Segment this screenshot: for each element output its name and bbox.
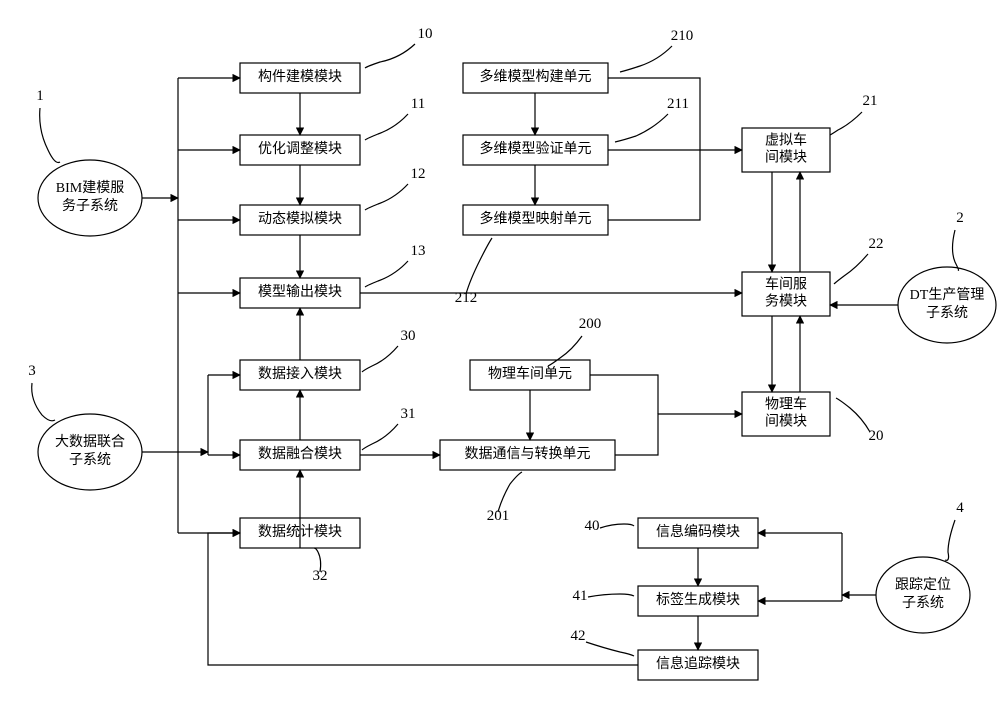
ellipse-label-e4: 子系统 <box>902 595 944 611</box>
box-label-b210: 多维模型构建单元 <box>480 68 592 85</box>
callout-label-c13: 13 <box>411 243 426 259</box>
box-label-b13: 模型输出模块 <box>258 284 342 300</box>
callout-label-c1: 1 <box>36 88 44 104</box>
callout-c21 <box>830 112 862 135</box>
ellipse-e2 <box>898 267 996 343</box>
callout-c13 <box>365 261 408 287</box>
callout-label-c201: 201 <box>487 508 510 524</box>
callout-c42 <box>586 642 634 656</box>
ellipse-label-e3: 大数据联合 <box>55 434 125 450</box>
callout-label-c32: 32 <box>313 568 328 584</box>
edge <box>590 375 658 414</box>
box-label-b11: 优化调整模块 <box>258 141 342 157</box>
box-label-b12: 动态模拟模块 <box>258 211 342 227</box>
callout-c3 <box>32 383 55 421</box>
callout-label-c22: 22 <box>869 236 884 252</box>
edge <box>608 78 700 150</box>
callout-c41 <box>588 594 634 597</box>
box-label-b30: 数据接入模块 <box>258 365 342 382</box>
callout-c20 <box>836 398 870 432</box>
callout-label-c21: 21 <box>863 93 878 109</box>
callout-c210 <box>620 46 672 72</box>
callout-label-c211: 211 <box>667 96 689 112</box>
box-label-b41: 标签生成模块 <box>656 591 740 608</box>
callout-c12 <box>365 184 408 210</box>
callout-label-c41: 41 <box>573 588 588 604</box>
callout-label-c4: 4 <box>956 500 964 516</box>
box-label-b211: 多维模型验证单元 <box>480 140 592 157</box>
callout-label-c3: 3 <box>28 363 36 379</box>
callout-c22 <box>834 254 868 284</box>
box-label-b22: 车间服 <box>765 276 807 293</box>
ellipse-e3 <box>38 414 142 490</box>
callout-label-c212: 212 <box>455 290 478 306</box>
box-label-b40: 信息编码模块 <box>656 523 740 540</box>
callout-label-c30: 30 <box>401 328 416 344</box>
ellipse-label-e3: 子系统 <box>69 452 111 468</box>
box-label-b212: 多维模型映射单元 <box>480 210 592 227</box>
callout-label-c12: 12 <box>411 166 426 182</box>
callout-c10 <box>365 44 415 68</box>
callout-label-c200: 200 <box>579 316 602 332</box>
ellipse-label-e2: 子系统 <box>926 305 968 321</box>
ellipse-e4 <box>876 557 970 633</box>
callout-c1 <box>40 108 60 163</box>
diagram-canvas: BIM建模服务子系统DT生产管理子系统大数据联合子系统跟踪定位子系统构件建模模块… <box>0 0 1000 702</box>
callout-c211 <box>615 114 668 142</box>
callout-c200 <box>548 336 582 366</box>
callout-c30 <box>362 346 398 372</box>
box-label-b20: 间模块 <box>765 414 807 430</box>
edge <box>608 150 700 220</box>
callout-c4 <box>945 520 955 560</box>
box-label-b20: 物理车 <box>765 396 807 413</box>
ellipse-label-e1: BIM建模服 <box>56 180 124 196</box>
callout-label-c210: 210 <box>671 28 694 44</box>
callout-label-c20: 20 <box>869 428 884 444</box>
ellipse-label-e4: 跟踪定位 <box>895 577 951 593</box>
callout-c2 <box>953 230 959 270</box>
box-label-b201: 数据通信与转换单元 <box>465 445 591 462</box>
callout-c40 <box>600 524 634 528</box>
ellipse-label-e2: DT生产管理 <box>910 287 985 303</box>
callout-label-c10: 10 <box>418 26 433 42</box>
callout-c201 <box>498 472 522 512</box>
callout-label-c11: 11 <box>411 96 425 112</box>
box-label-b200: 物理车间单元 <box>488 365 572 382</box>
edge <box>615 414 742 455</box>
callout-c212 <box>466 238 492 294</box>
callout-label-c2: 2 <box>956 210 964 226</box>
box-label-b22: 务模块 <box>765 294 807 310</box>
box-label-b31: 数据融合模块 <box>258 446 342 462</box>
box-label-b21: 虚拟车 <box>765 132 807 149</box>
box-label-b42: 信息追踪模块 <box>656 655 740 672</box>
box-label-b21: 间模块 <box>765 150 807 166</box>
callout-label-c42: 42 <box>571 628 586 644</box>
ellipse-label-e1: 务子系统 <box>62 198 118 214</box>
callout-label-c40: 40 <box>585 518 600 534</box>
ellipse-e1 <box>38 160 142 236</box>
callout-label-c31: 31 <box>401 406 416 422</box>
callout-c31 <box>362 424 398 450</box>
box-label-b10: 构件建模模块 <box>258 69 342 85</box>
callout-c11 <box>365 114 408 140</box>
